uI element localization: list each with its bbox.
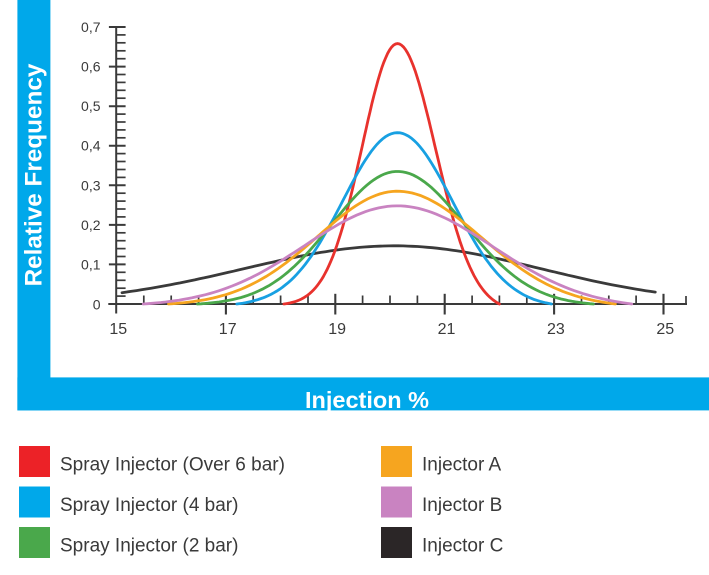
svg-text:Spray Injector (2 bar): Spray Injector (2 bar) xyxy=(60,536,238,557)
svg-text:0,6: 0,6 xyxy=(81,59,101,75)
svg-text:Spray Injector (Over 6 bar): Spray Injector (Over 6 bar) xyxy=(60,455,285,476)
svg-text:Spray Injector (4 bar): Spray Injector (4 bar) xyxy=(60,495,238,516)
svg-text:Injector A: Injector A xyxy=(422,455,502,476)
svg-text:0,1: 0,1 xyxy=(81,256,101,272)
svg-text:0: 0 xyxy=(93,297,101,313)
svg-text:19: 19 xyxy=(328,321,346,338)
svg-text:Injector B: Injector B xyxy=(422,495,502,516)
svg-text:17: 17 xyxy=(219,321,237,338)
svg-text:0,4: 0,4 xyxy=(81,138,101,154)
svg-text:0,5: 0,5 xyxy=(81,98,101,114)
svg-text:15: 15 xyxy=(109,321,127,338)
svg-text:25: 25 xyxy=(656,321,674,338)
svg-text:0,2: 0,2 xyxy=(81,217,101,233)
svg-text:Injection %: Injection % xyxy=(305,387,429,413)
svg-text:23: 23 xyxy=(547,321,565,338)
svg-text:21: 21 xyxy=(438,321,456,338)
svg-text:Relative Frequency: Relative Frequency xyxy=(21,63,48,286)
svg-text:0,7: 0,7 xyxy=(81,19,101,35)
svg-text:Injector C: Injector C xyxy=(422,536,503,557)
svg-text:0,3: 0,3 xyxy=(81,177,101,193)
